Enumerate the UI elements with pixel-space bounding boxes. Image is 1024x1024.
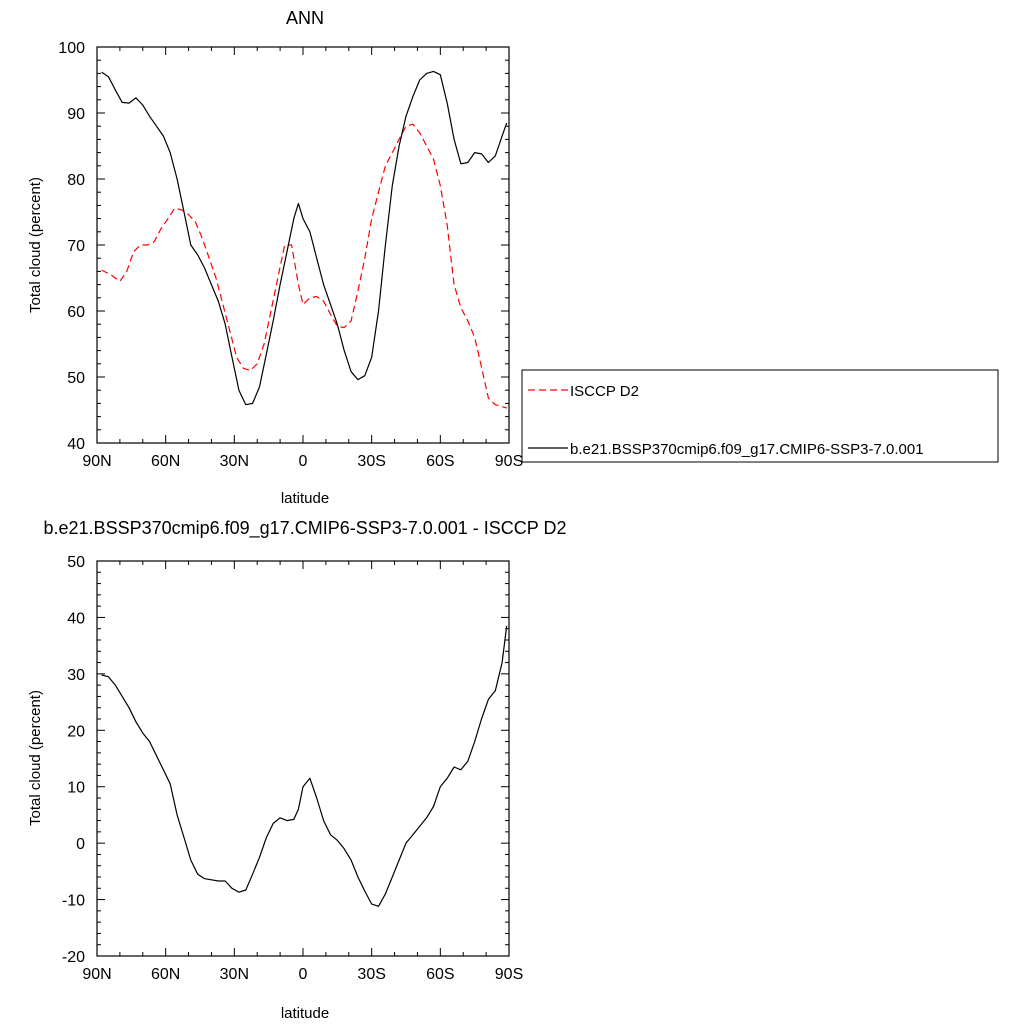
series-line-difference xyxy=(101,625,508,907)
series-line-model xyxy=(101,70,508,406)
plot-frame xyxy=(96,46,510,444)
legend-label-model: b.e21.BSSP370cmip6.f09_g17.CMIP6-SSP3-7.… xyxy=(570,441,924,458)
x-tick-label: 30N xyxy=(220,453,249,470)
y-tick-label: 30 xyxy=(67,667,85,684)
legend-box xyxy=(521,369,999,463)
x-tick-label: 60S xyxy=(426,966,454,983)
x-tick-label: 90N xyxy=(82,453,111,470)
chart-title: ANN xyxy=(286,8,324,28)
y-tick-label: 70 xyxy=(67,238,85,255)
x-tick-label: 90S xyxy=(495,453,523,470)
x-tick-label: 90N xyxy=(82,966,111,983)
y-tick-label: 0 xyxy=(76,836,85,853)
y-tick-label: 60 xyxy=(67,304,85,321)
chart-title: b.e21.BSSP370cmip6.f09_g17.CMIP6-SSP3-7.… xyxy=(44,518,567,539)
y-tick-label: -10 xyxy=(62,893,85,910)
y-tick-label: 40 xyxy=(67,436,85,453)
y-tick-label: 40 xyxy=(67,610,85,627)
y-tick-label: 50 xyxy=(67,370,85,387)
x-tick-label: 30S xyxy=(357,453,385,470)
x-tick-label: 90S xyxy=(495,966,523,983)
y-tick-label: 50 xyxy=(67,554,85,571)
x-tick-label: 60N xyxy=(151,453,180,470)
y-tick-label: 80 xyxy=(67,172,85,189)
series-lines xyxy=(101,625,508,907)
x-tick-label: 0 xyxy=(299,453,308,470)
y-tick-label: 20 xyxy=(67,723,85,740)
series-line-isccp xyxy=(101,123,507,409)
plot-frame xyxy=(96,560,510,957)
legend-label-isccp: ISCCP D2 xyxy=(570,383,639,400)
y-axis-label: Total cloud (percent) xyxy=(27,690,44,826)
x-tick-label: 30S xyxy=(357,966,385,983)
y-tick-label: 90 xyxy=(67,106,85,123)
x-tick-label: 0 xyxy=(299,966,308,983)
x-tick-label: 60S xyxy=(426,453,454,470)
legend: ISCCP D2 b.e21.BSSP370cmip6.f09_g17.CMIP… xyxy=(521,369,999,463)
x-axis-label: latitude xyxy=(281,1005,329,1022)
series-lines xyxy=(101,70,508,409)
y-axis-label: Total cloud (percent) xyxy=(27,177,44,313)
y-tick-label: -20 xyxy=(62,949,85,966)
x-axis-label: latitude xyxy=(281,490,329,507)
x-tick-label: 60N xyxy=(151,966,180,983)
axis-ticks: 90N 60N 30N 0 30S 60S 90S 40 50 60 70 80 90 100 xyxy=(58,40,523,470)
x-tick-label: 30N xyxy=(220,966,249,983)
y-tick-label: 100 xyxy=(58,40,85,57)
y-tick-label: 10 xyxy=(67,780,85,797)
axis-ticks: 90N 60N 30N 0 30S 60S 90S -20 -10 0 10 20 30 40 50 xyxy=(62,554,523,983)
panel-difference: b.e21.BSSP370cmip6.f09_g17.CMIP6-SSP3-7.… xyxy=(27,518,566,1022)
panel-annual-total-cloud: ANN 90N 60N 30N 0 30S 60S 90S 40 50 60 70 80 90 100 l… xyxy=(27,8,523,507)
